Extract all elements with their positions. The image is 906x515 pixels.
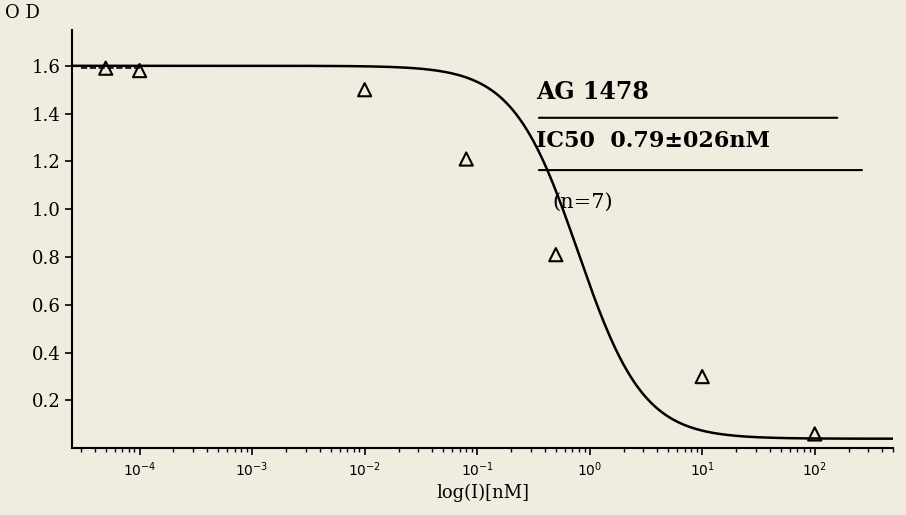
Point [357, 85, 371, 94]
Text: IC50  0.79±026nM: IC50 0.79±026nM [536, 130, 770, 152]
Text: AG 1478: AG 1478 [536, 80, 649, 104]
Point [695, 372, 709, 381]
Point [132, 66, 147, 75]
X-axis label: log(I)[nM]: log(I)[nM] [437, 484, 529, 503]
Point [99, 64, 113, 72]
Text: (n=7): (n=7) [553, 193, 613, 212]
Y-axis label: O D: O D [5, 4, 40, 22]
Point [459, 155, 474, 163]
Point [548, 250, 563, 259]
Point [807, 430, 822, 438]
